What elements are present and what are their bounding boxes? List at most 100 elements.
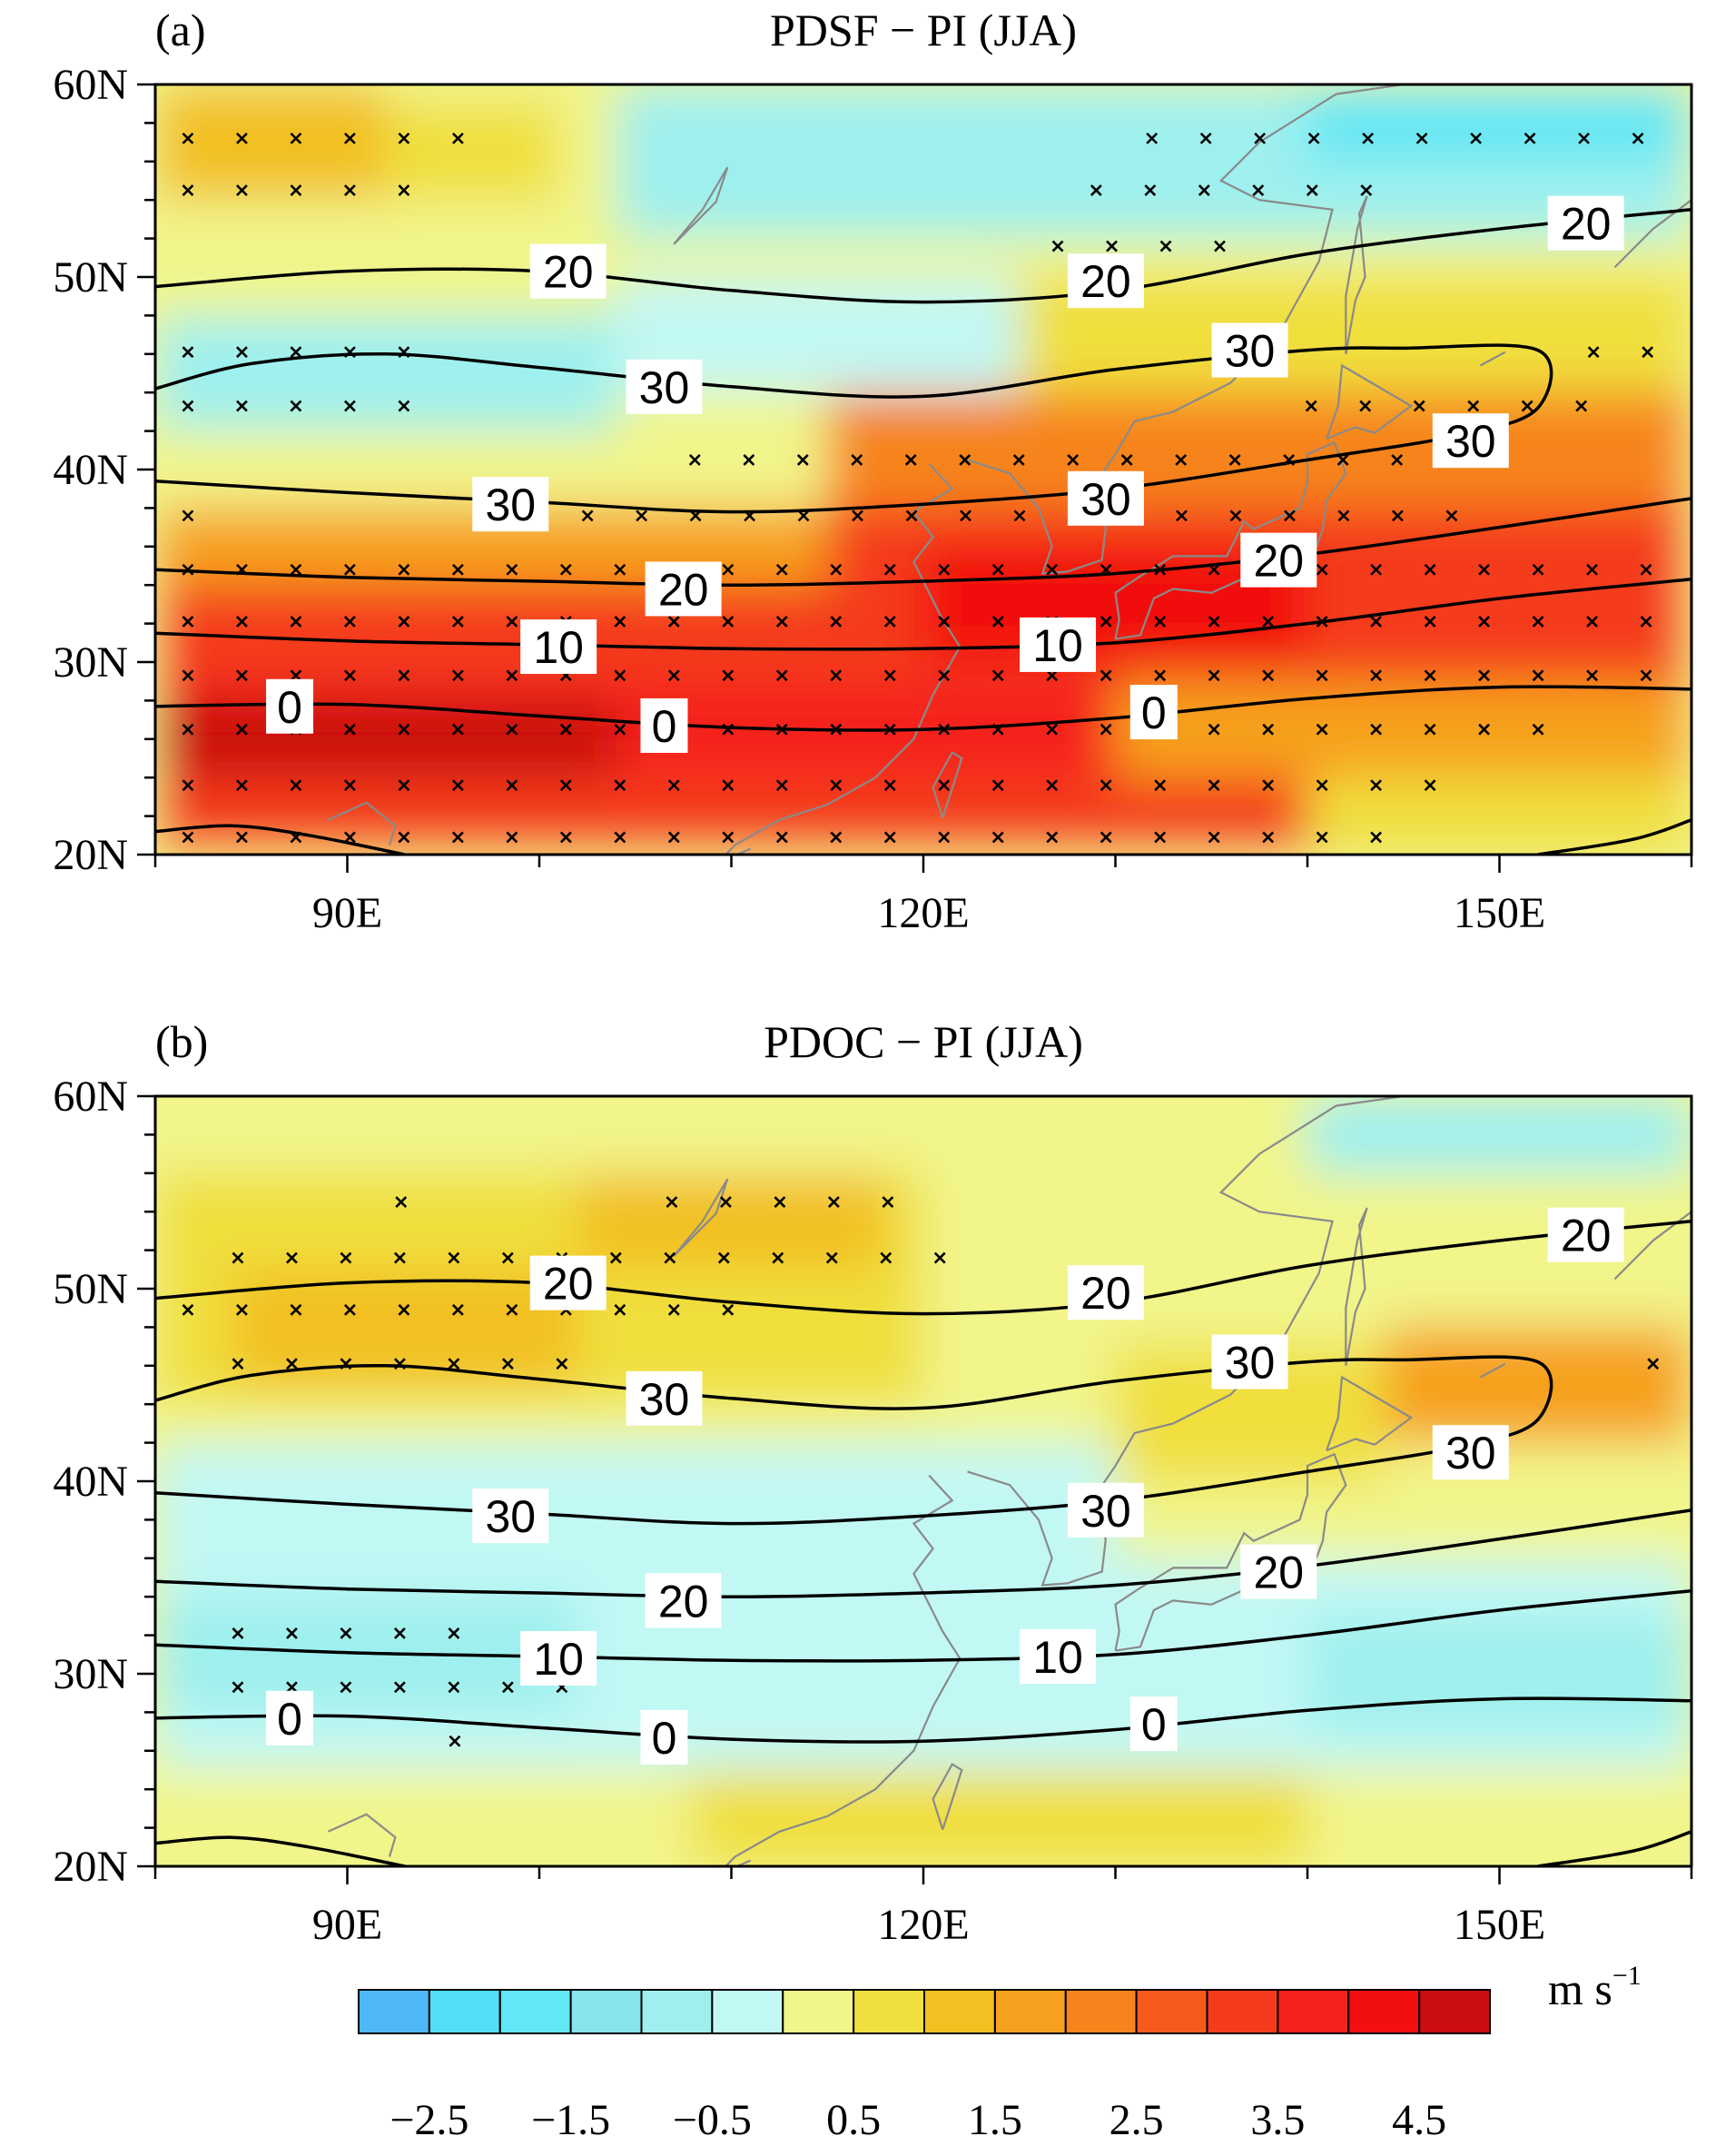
significance-mark xyxy=(1214,240,1226,252)
contour-label: 10 xyxy=(1020,1628,1097,1684)
significance-mark xyxy=(340,1251,352,1264)
significance-mark xyxy=(1208,669,1220,682)
significance-mark xyxy=(636,509,648,522)
significance-mark xyxy=(883,723,896,736)
contour-label: 20 xyxy=(1240,1544,1317,1599)
significance-mark xyxy=(291,70,301,80)
significance-mark xyxy=(796,453,809,466)
significance-mark xyxy=(991,669,1004,682)
significance-mark xyxy=(614,1303,626,1316)
contour-label: 30 xyxy=(1432,413,1509,469)
contour-label-text: 0 xyxy=(652,1713,677,1764)
panel-b-axes: 90E 120E 150E 60N 50N 40N 30N 20N xyxy=(53,1073,1693,1949)
field-cell xyxy=(1307,1616,1691,1732)
significance-mark xyxy=(559,831,572,844)
significance-mark xyxy=(830,563,843,576)
panel-a-contours xyxy=(155,208,1691,855)
significance-mark xyxy=(1532,669,1544,682)
contour-label-text: 10 xyxy=(1032,620,1083,671)
panel-b-contours xyxy=(155,1220,1691,1866)
significance-mark xyxy=(1307,132,1320,144)
significance-mark xyxy=(609,1251,622,1264)
significance-mark xyxy=(1100,723,1112,736)
coastline xyxy=(1326,1375,1414,1452)
contour-line-20 xyxy=(155,1220,1691,1316)
field-cell xyxy=(827,392,1691,509)
significance-mark xyxy=(1208,723,1220,736)
contour-line-30 xyxy=(155,343,1553,514)
contour-label-text: 30 xyxy=(1080,474,1131,525)
significance-mark xyxy=(688,453,701,466)
contour-label-text: 30 xyxy=(485,480,536,530)
contour-label-text: 0 xyxy=(1141,1699,1167,1750)
significance-mark xyxy=(1262,723,1275,736)
significance-mark xyxy=(883,563,896,576)
contour-label: 0 xyxy=(1129,1696,1178,1752)
colorbar-swatch xyxy=(498,1989,572,2034)
significance-mark xyxy=(883,831,896,844)
significance-mark xyxy=(1478,616,1490,628)
significance-mark xyxy=(398,779,410,792)
contour-label-box xyxy=(1547,195,1624,251)
significance-mark xyxy=(1424,563,1436,576)
contour-label-box xyxy=(1211,322,1288,378)
significance-mark xyxy=(1120,453,1133,466)
significance-mark xyxy=(1370,779,1383,792)
y-tick-label: 40N xyxy=(53,1458,128,1506)
colorbar-swatch xyxy=(640,1989,714,2034)
contour-label-text: 0 xyxy=(1141,687,1167,738)
colorbar-swatch xyxy=(993,1989,1067,2034)
significance-mark xyxy=(182,132,194,144)
contour-label-box xyxy=(626,1370,703,1426)
significance-mark xyxy=(1262,779,1275,792)
contour-label: 0 xyxy=(640,697,688,753)
contour-label: 20 xyxy=(1240,532,1317,588)
panel-a-label: (a) xyxy=(155,5,206,55)
coastline xyxy=(327,1813,397,1857)
y-tick-label: 30N xyxy=(53,638,128,687)
significance-mark xyxy=(1254,132,1267,144)
y-tick-label: 20N xyxy=(53,831,128,879)
significance-mark xyxy=(1360,184,1373,197)
contour-label: 20 xyxy=(645,1573,722,1628)
significance-mark xyxy=(398,669,410,682)
colorbar-swatch xyxy=(923,1989,996,2034)
field-cell xyxy=(385,104,559,201)
significance-mark xyxy=(1370,831,1383,844)
contour-label: 0 xyxy=(1129,685,1178,740)
contour-label-box xyxy=(640,1709,688,1765)
significance-mark xyxy=(1413,400,1425,412)
significance-mark xyxy=(852,509,863,522)
significance-mark xyxy=(449,1735,461,1747)
significance-mark xyxy=(938,723,951,736)
significance-mark xyxy=(182,563,194,576)
significance-mark xyxy=(614,563,626,576)
significance-mark xyxy=(1478,563,1490,576)
colorbar-swatch xyxy=(711,1989,784,2034)
significance-mark xyxy=(775,831,788,844)
significance-mark xyxy=(1262,669,1275,682)
significance-mark xyxy=(290,132,302,144)
significance-mark xyxy=(182,70,192,80)
contour-label-text: 10 xyxy=(533,1634,584,1685)
significance-mark xyxy=(559,723,572,736)
contour-label-box xyxy=(1240,532,1317,588)
significance-mark xyxy=(290,184,302,197)
significance-mark xyxy=(290,669,302,682)
significance-mark xyxy=(236,831,248,844)
significance-mark xyxy=(883,669,896,682)
significance-mark xyxy=(559,779,572,792)
contour-label-text: 30 xyxy=(1445,1428,1496,1479)
coastline xyxy=(1114,440,1347,640)
significance-mark xyxy=(398,616,410,628)
significance-mark xyxy=(1640,669,1652,682)
significance-mark xyxy=(1100,563,1112,576)
field-cell xyxy=(155,315,616,431)
contour-label-text: 20 xyxy=(1080,1268,1131,1319)
colorbar-swatch xyxy=(1064,1989,1138,2034)
contour-label: 20 xyxy=(529,243,607,299)
colorbar-tick-label: 2.5 xyxy=(1109,2096,1164,2144)
coastline xyxy=(1479,1362,1506,1379)
significance-mark xyxy=(236,563,248,576)
significance-mark xyxy=(182,509,194,522)
